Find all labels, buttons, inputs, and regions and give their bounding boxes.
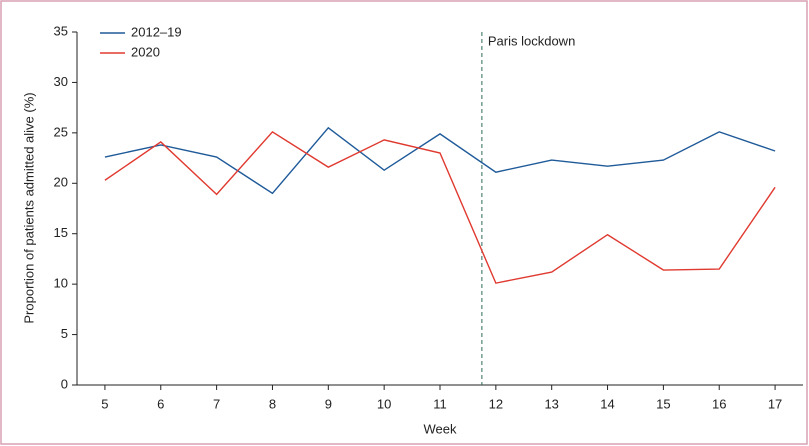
x-tick-label: 8 xyxy=(269,396,276,411)
x-tick-label: 7 xyxy=(213,396,220,411)
x-tick-label: 5 xyxy=(101,396,108,411)
x-axis-label: Week xyxy=(424,421,457,436)
y-axis-label: Proportion of patients admitted alive (%… xyxy=(21,92,36,323)
x-tick-label: 17 xyxy=(768,396,782,411)
annotation-text: Paris lockdown xyxy=(488,33,575,48)
legend-label: 2020 xyxy=(131,44,160,59)
series-line xyxy=(104,126,776,195)
x-tick-label: 14 xyxy=(600,396,614,411)
y-tick-label: 10 xyxy=(54,276,68,291)
y-tick-label: 15 xyxy=(54,225,68,240)
series-line xyxy=(104,130,776,284)
legend-label: 2012–19 xyxy=(131,24,182,39)
x-tick-label: 15 xyxy=(656,396,670,411)
x-tick-label: 11 xyxy=(433,396,447,411)
x-tick-label: 10 xyxy=(377,396,391,411)
x-tick-label: 6 xyxy=(157,396,164,411)
y-tick-label: 25 xyxy=(54,124,68,139)
y-tick-label: 35 xyxy=(54,23,68,38)
y-tick-label: 0 xyxy=(61,376,68,391)
x-tick-label: 16 xyxy=(712,396,726,411)
x-tick-label: 13 xyxy=(544,396,558,411)
y-tick-label: 30 xyxy=(54,74,68,89)
y-tick-label: 5 xyxy=(61,326,68,341)
x-tick-label: 9 xyxy=(325,396,332,411)
x-tick-label: 12 xyxy=(489,396,503,411)
y-tick-label: 20 xyxy=(54,175,68,190)
